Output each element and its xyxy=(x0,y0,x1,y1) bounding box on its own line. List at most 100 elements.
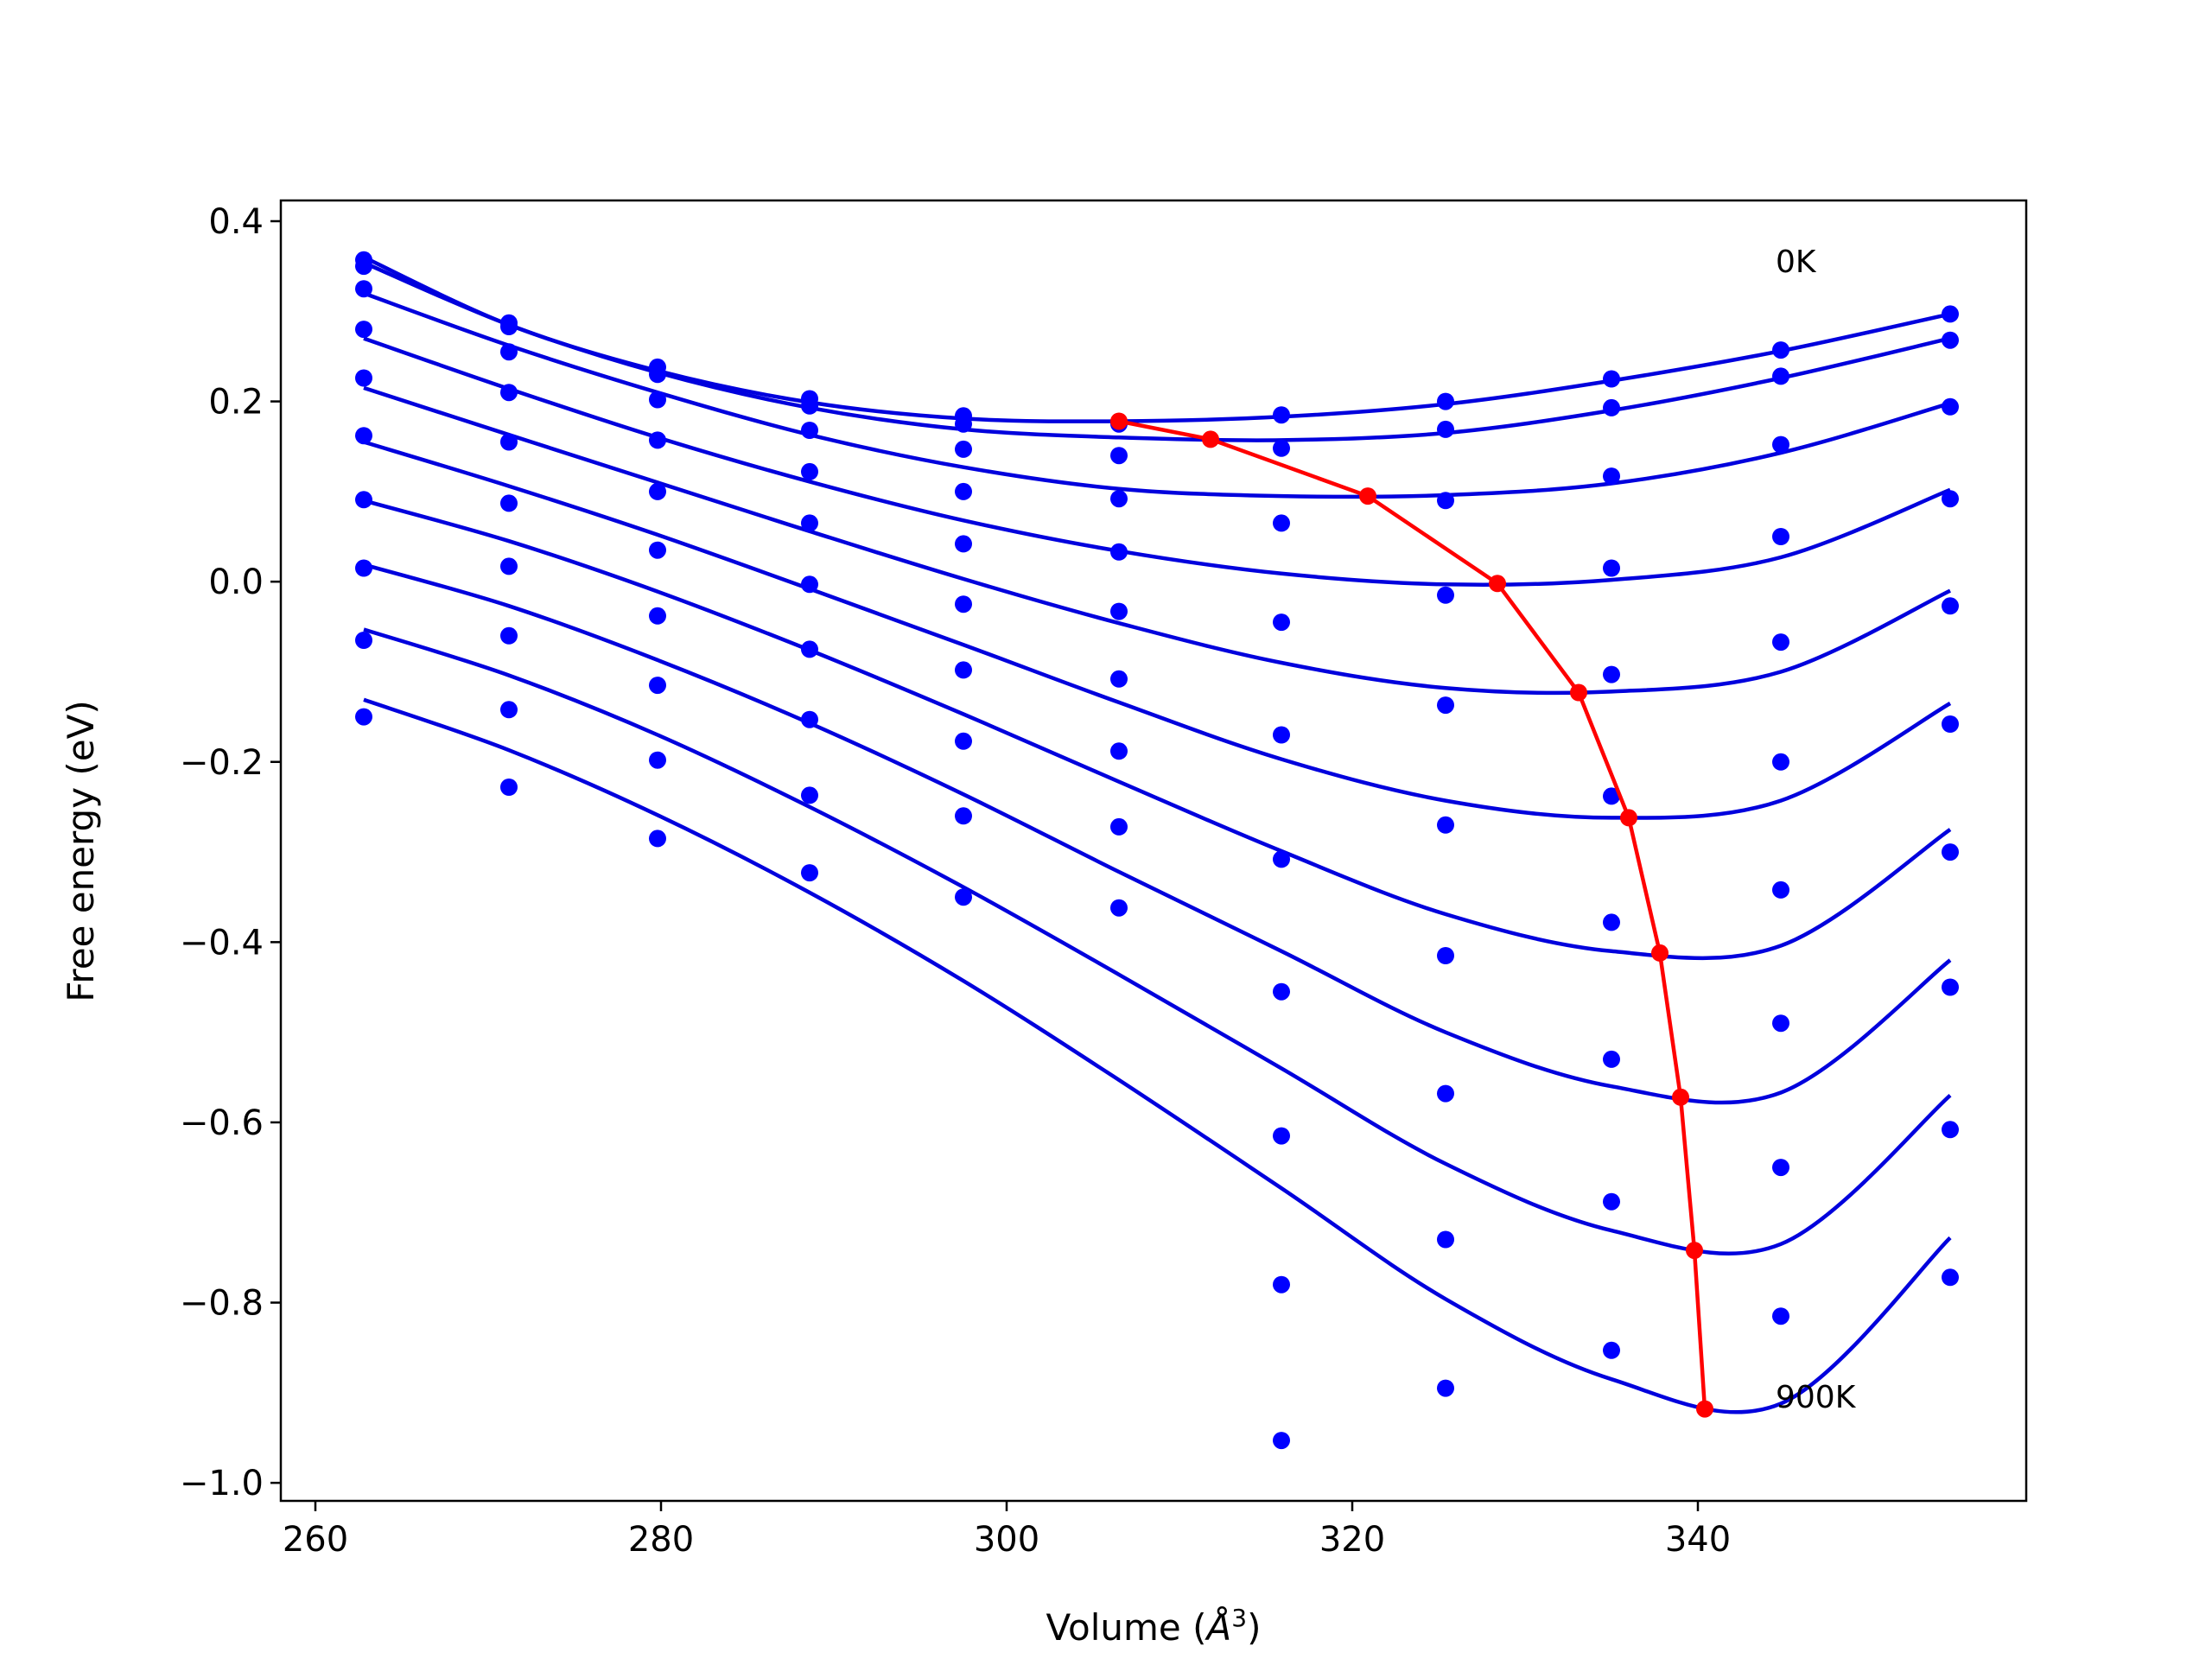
data-point-4-3 xyxy=(801,514,818,532)
data-point-3-10 xyxy=(1942,490,1959,508)
y-tick-label-2: 0.0 xyxy=(208,563,264,602)
y-tick-label-7: −1.0 xyxy=(180,1464,264,1503)
data-point-4-4 xyxy=(955,535,972,553)
y-axis-label: Free energy (eV) xyxy=(60,700,102,1002)
x-tick-label-340: 340 xyxy=(1665,1520,1731,1560)
data-point-6-7 xyxy=(1437,947,1454,964)
x-axis-label: Volume (Å3) xyxy=(1046,1604,1262,1649)
data-point-3-1 xyxy=(500,384,518,402)
minima-line xyxy=(1110,412,1713,1418)
data-point-2-8 xyxy=(1603,467,1620,486)
data-point-2-4 xyxy=(955,440,972,458)
data-point-2-2 xyxy=(649,391,666,409)
data-point-3-8 xyxy=(1603,559,1620,577)
minimum-point-6 xyxy=(1651,944,1669,962)
data-point-2-3 xyxy=(801,422,818,439)
data-point-8-5 xyxy=(1110,899,1128,917)
data-point-4-5 xyxy=(1110,602,1128,620)
data-point-8-8 xyxy=(1603,1192,1620,1211)
x-tick-label-280: 280 xyxy=(628,1520,694,1560)
fit-curves xyxy=(363,255,1952,1414)
data-point-7-4 xyxy=(955,732,972,750)
x-tick-label-320: 320 xyxy=(1319,1520,1385,1560)
data-point-7-10 xyxy=(1942,978,1959,996)
minima-connector xyxy=(1118,419,1707,1409)
data-point-8-4 xyxy=(955,807,972,825)
x-tick-label-300: 300 xyxy=(974,1520,1039,1560)
data-point-4-0 xyxy=(355,369,372,387)
data-point-7-9 xyxy=(1772,1014,1789,1033)
data-point-3-7 xyxy=(1437,586,1454,604)
data-point-4-1 xyxy=(500,433,518,451)
data-points xyxy=(355,251,1959,1450)
y-tick-label-3: −0.2 xyxy=(180,743,264,783)
annotation-1: 900K xyxy=(1776,1380,1857,1415)
annotations: 0K 900K xyxy=(1776,245,1857,1415)
data-point-1-6 xyxy=(1273,439,1290,457)
data-point-1-2 xyxy=(649,365,666,384)
data-point-1-8 xyxy=(1603,398,1620,416)
data-point-4-9 xyxy=(1772,633,1789,652)
data-point-3-9 xyxy=(1772,528,1789,545)
data-point-6-0 xyxy=(355,491,372,509)
fit-curve-9 xyxy=(363,697,1952,1414)
data-point-1-10 xyxy=(1942,331,1959,349)
data-point-9-0 xyxy=(355,708,372,726)
data-point-5-1 xyxy=(500,494,518,512)
data-point-7-1 xyxy=(500,626,518,645)
data-point-8-10 xyxy=(1942,1121,1959,1139)
data-point-0-9 xyxy=(1772,341,1789,359)
data-point-7-7 xyxy=(1437,1084,1454,1103)
data-point-2-10 xyxy=(1942,397,1959,416)
data-point-9-9 xyxy=(1772,1307,1789,1325)
data-point-5-5 xyxy=(1110,670,1128,688)
data-point-5-4 xyxy=(955,595,972,613)
data-point-5-7 xyxy=(1437,816,1454,834)
data-point-8-7 xyxy=(1437,1230,1454,1249)
y-tick-label-0: 0.4 xyxy=(208,202,264,242)
data-point-5-3 xyxy=(801,575,818,594)
data-point-1-1 xyxy=(500,318,518,335)
y-tick-label-6: −0.8 xyxy=(180,1284,264,1324)
data-point-5-6 xyxy=(1273,850,1290,868)
minimum-point-5 xyxy=(1620,809,1637,827)
data-point-0-7 xyxy=(1437,392,1454,410)
minimum-point-1 xyxy=(1202,430,1219,448)
annotation-0: 0K xyxy=(1776,245,1817,280)
data-point-7-3 xyxy=(801,710,818,728)
data-point-0-6 xyxy=(1273,406,1290,424)
minimum-point-7 xyxy=(1672,1088,1689,1106)
data-point-7-8 xyxy=(1603,1050,1620,1068)
minimum-point-3 xyxy=(1489,575,1506,593)
data-point-6-3 xyxy=(801,640,818,658)
data-point-2-9 xyxy=(1772,435,1789,454)
data-point-1-9 xyxy=(1772,367,1789,385)
data-point-0-10 xyxy=(1942,305,1959,323)
data-point-3-3 xyxy=(801,462,818,480)
data-point-2-6 xyxy=(1273,514,1290,532)
data-point-8-2 xyxy=(649,751,666,769)
data-point-6-5 xyxy=(1110,742,1128,760)
fit-curve-4 xyxy=(363,385,1951,696)
data-point-8-3 xyxy=(801,786,818,804)
data-point-5-9 xyxy=(1772,753,1789,771)
x-tick-label-260: 260 xyxy=(283,1520,348,1560)
data-point-6-8 xyxy=(1603,913,1620,931)
minimum-point-9 xyxy=(1696,1400,1713,1418)
data-point-3-0 xyxy=(355,321,372,339)
data-point-7-2 xyxy=(649,677,666,695)
data-point-1-0 xyxy=(355,257,372,276)
data-point-7-5 xyxy=(1110,817,1128,836)
data-point-0-8 xyxy=(1603,370,1620,388)
data-point-4-2 xyxy=(649,482,666,500)
data-point-2-0 xyxy=(355,280,372,298)
data-point-5-2 xyxy=(649,541,666,559)
data-point-2-1 xyxy=(500,343,518,361)
y-tick-label-5: −0.6 xyxy=(180,1103,264,1143)
data-point-3-5 xyxy=(1110,543,1128,561)
data-point-8-0 xyxy=(355,632,372,649)
data-point-9-10 xyxy=(1942,1268,1959,1287)
data-point-9-1 xyxy=(500,779,518,796)
